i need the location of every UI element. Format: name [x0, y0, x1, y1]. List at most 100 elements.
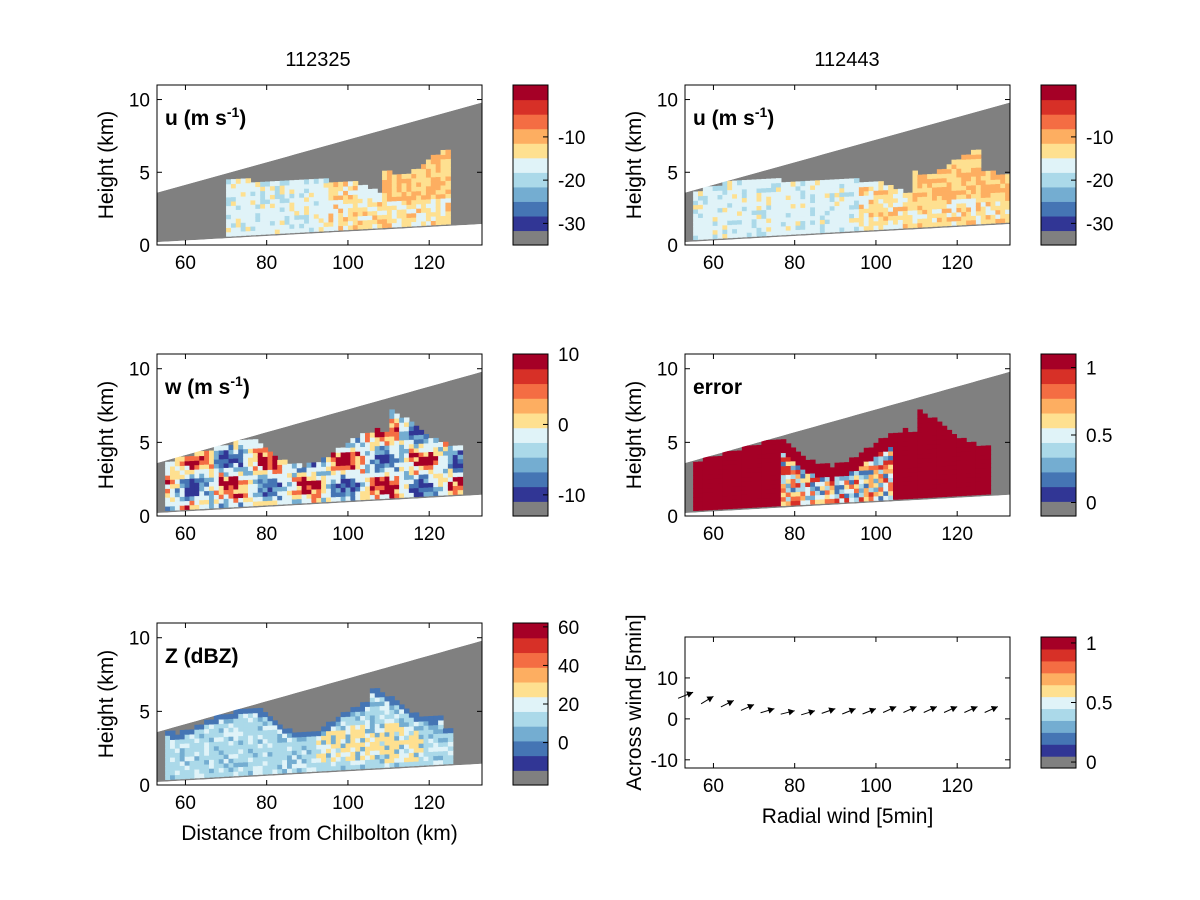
echo-cell: [335, 465, 342, 471]
echo-cell: [907, 201, 914, 207]
echo-cell: [941, 425, 948, 431]
echo-cell: [399, 735, 405, 741]
echo-cell: [445, 162, 451, 168]
echo-cell: [355, 490, 361, 496]
echo-cell: [790, 190, 797, 196]
echo-cell: [228, 453, 234, 459]
echo-cell: [956, 477, 962, 483]
echo-cell: [311, 731, 317, 737]
echo-cell: [423, 473, 429, 479]
echo-cell: [399, 713, 405, 719]
echo-cell: [374, 476, 381, 482]
echo-cell: [922, 187, 928, 193]
colorbar-swatch: [1041, 172, 1076, 188]
echo-cell: [907, 454, 914, 460]
echo-cell: [345, 447, 351, 453]
echo-cell: [228, 462, 234, 468]
echo-cell: [975, 175, 982, 181]
echo-cell: [907, 485, 914, 491]
echo-cell: [956, 181, 962, 187]
echo-cell: [326, 479, 332, 485]
echo-cell: [722, 451, 728, 457]
echo-cell: [756, 502, 762, 508]
echo-cell: [369, 472, 376, 478]
echo-cell: [722, 460, 728, 466]
echo-cell: [406, 208, 412, 214]
x-tick-label: 80: [784, 776, 805, 797]
echo-cell: [854, 479, 860, 485]
echo-cell: [834, 205, 840, 211]
echo-cell: [209, 750, 215, 756]
echo-cell: [946, 460, 953, 466]
echo-cell: [379, 449, 386, 455]
echo-cell: [313, 187, 320, 193]
echo-cell: [401, 217, 408, 223]
echo-cell: [389, 762, 395, 768]
echo-cell: [717, 229, 723, 235]
echo-cell: [751, 493, 758, 499]
echo-cell: [257, 756, 264, 762]
echo-cell: [741, 498, 748, 504]
echo-cell: [433, 486, 439, 492]
echo-cell: [990, 205, 996, 211]
echo-cell: [849, 204, 855, 210]
echo-cell: [966, 171, 972, 177]
echo-cell: [394, 722, 400, 728]
echo-cell: [294, 227, 300, 233]
echo-cell: [421, 164, 427, 170]
echo-cell: [209, 772, 215, 778]
echo-cell: [233, 718, 239, 724]
echo-cell: [907, 476, 914, 482]
echo-cell: [248, 488, 254, 494]
echo-cell: [941, 212, 948, 218]
echo-cell: [274, 202, 281, 208]
echo-cell: [428, 438, 434, 444]
echo-cell: [922, 417, 928, 424]
echo-cell: [226, 188, 232, 194]
echo-cell: [810, 215, 816, 221]
echo-cell: [966, 446, 972, 452]
colorbar-swatch: [1041, 230, 1076, 246]
echo-cell: [238, 753, 244, 759]
echo-cell: [795, 216, 801, 222]
echo-cell: [780, 199, 787, 205]
echo-cell: [391, 187, 398, 193]
echo-cell: [810, 468, 816, 474]
echo-cell: [423, 716, 429, 722]
echo-cell: [316, 493, 322, 499]
echo-cell: [355, 728, 361, 734]
echo-cell: [452, 489, 459, 495]
echo-cell: [824, 480, 831, 486]
echo-cell: [272, 733, 278, 739]
echo-cell: [170, 470, 176, 476]
echo-cell: [858, 470, 865, 476]
echo-cell: [771, 208, 777, 214]
echo-cell: [199, 490, 205, 496]
echo-cell: [233, 766, 239, 772]
echo-cell: [824, 214, 831, 220]
echo-cell: [844, 226, 850, 232]
echo-cell: [326, 743, 332, 749]
echo-cell: [854, 178, 860, 184]
echo-cell: [204, 719, 210, 725]
echo-cell: [761, 462, 767, 468]
panel-label: u (m s-1): [693, 104, 774, 130]
echo-cell: [377, 210, 383, 216]
echo-cell: [839, 218, 845, 224]
echo-cell: [170, 748, 176, 754]
echo-cell: [941, 443, 948, 449]
echo-cell: [447, 467, 454, 474]
echo-cell: [294, 223, 300, 229]
echo-cell: [413, 747, 420, 753]
echo-cell: [741, 197, 748, 203]
echo-cell: [277, 755, 283, 761]
echo-cell: [741, 201, 748, 207]
echo-cell: [170, 761, 176, 767]
colorbar-swatch: [1041, 732, 1076, 745]
echo-cell: [418, 751, 425, 757]
echo-cell: [732, 477, 738, 483]
echo-cell: [335, 716, 342, 722]
echo-cell: [257, 474, 264, 480]
echo-cell: [844, 466, 850, 472]
echo-cell: [272, 473, 278, 479]
